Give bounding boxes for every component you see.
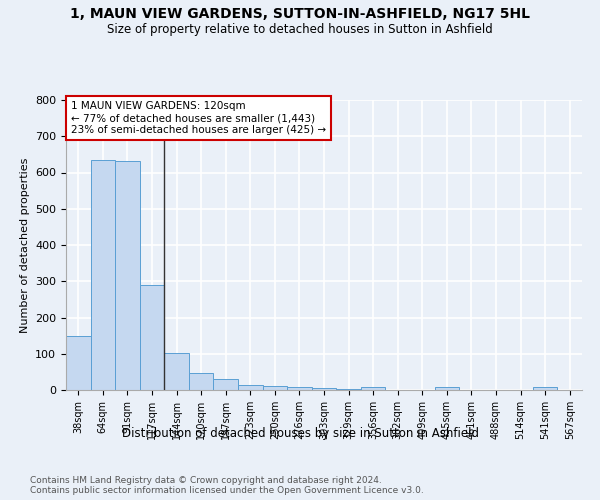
Bar (238, 386, 263, 390)
Text: Contains HM Land Registry data © Crown copyright and database right 2024.
Contai: Contains HM Land Registry data © Crown c… (30, 476, 424, 495)
Bar (214, 379, 238, 390)
Text: Size of property relative to detached houses in Sutton in Ashfield: Size of property relative to detached ho… (107, 22, 493, 36)
Text: Distribution of detached houses by size in Sutton in Ashfield: Distribution of detached houses by size … (121, 428, 479, 440)
Bar (533, 388, 557, 390)
Bar (115, 161, 140, 390)
Y-axis label: Number of detached properties: Number of detached properties (20, 158, 29, 332)
Bar (189, 373, 214, 390)
Bar (312, 388, 336, 390)
Bar (287, 388, 312, 390)
Text: 1, MAUN VIEW GARDENS, SUTTON-IN-ASHFIELD, NG17 5HL: 1, MAUN VIEW GARDENS, SUTTON-IN-ASHFIELD… (70, 8, 530, 22)
Bar (91, 160, 115, 390)
Bar (336, 389, 361, 390)
Bar (361, 388, 385, 390)
Bar (263, 386, 287, 390)
Text: 1 MAUN VIEW GARDENS: 120sqm
← 77% of detached houses are smaller (1,443)
23% of : 1 MAUN VIEW GARDENS: 120sqm ← 77% of det… (71, 102, 326, 134)
Bar (434, 387, 459, 390)
Bar (66, 336, 91, 390)
Bar (140, 285, 164, 390)
Bar (164, 352, 189, 390)
